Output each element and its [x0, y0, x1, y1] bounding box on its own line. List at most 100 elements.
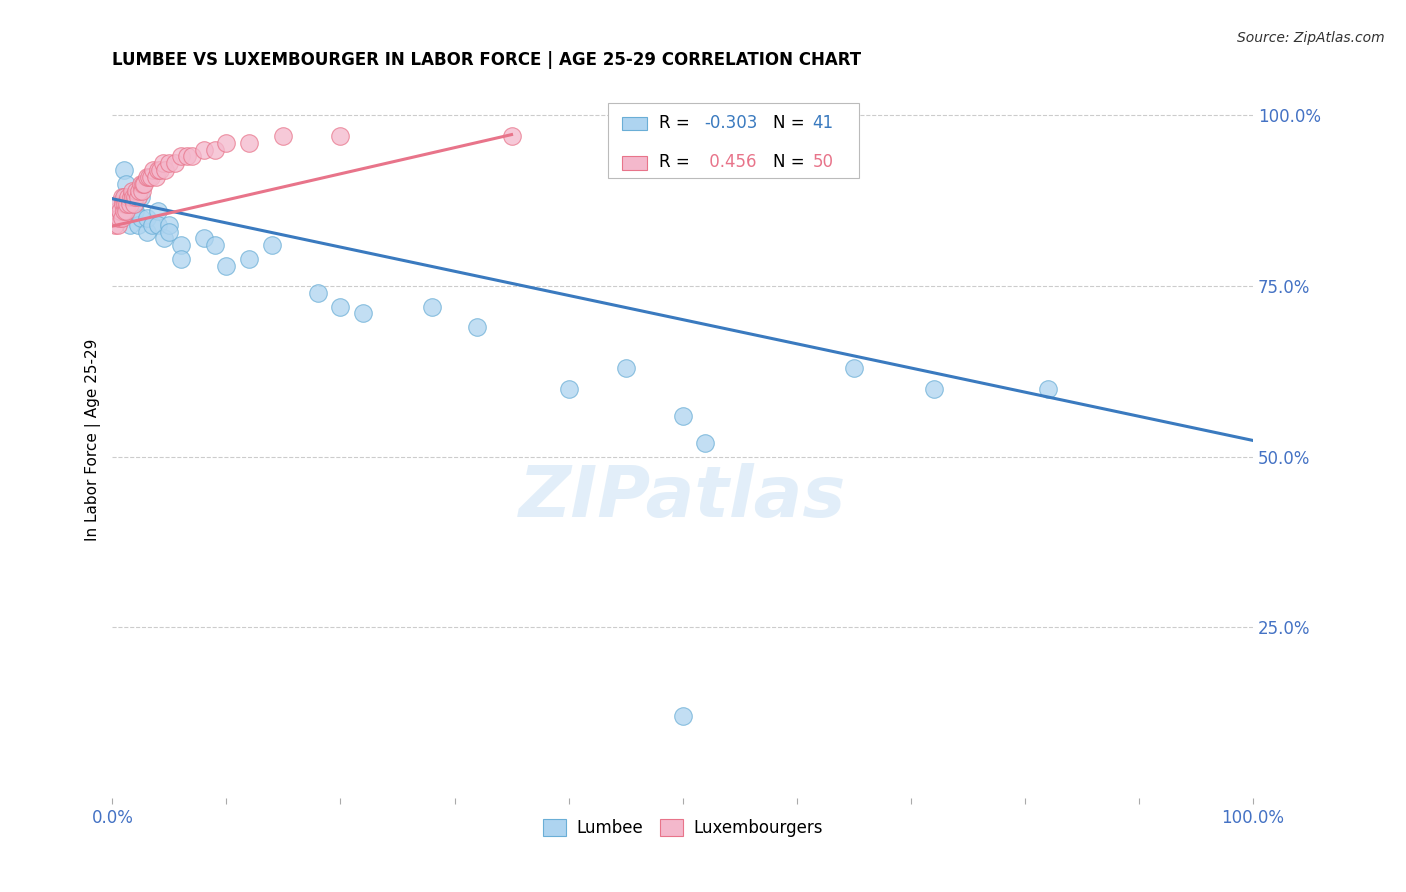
Point — [1036, 382, 1059, 396]
Text: N =: N = — [773, 114, 810, 132]
Point — [170, 238, 193, 252]
Point — [215, 259, 238, 273]
Point — [129, 177, 152, 191]
Point — [159, 156, 181, 170]
Point — [170, 149, 193, 163]
Point — [115, 197, 138, 211]
Text: 41: 41 — [813, 114, 834, 132]
Point — [352, 306, 374, 320]
Point — [122, 197, 145, 211]
Text: -0.303: -0.303 — [704, 114, 758, 132]
Point — [238, 252, 260, 266]
Point — [329, 300, 352, 314]
Point — [149, 163, 172, 178]
Point — [118, 197, 141, 211]
Point — [134, 177, 156, 191]
Point — [127, 218, 149, 232]
Point — [695, 436, 717, 450]
Point — [129, 211, 152, 225]
Text: ZIPatlas: ZIPatlas — [519, 463, 846, 532]
Point — [110, 211, 132, 225]
Point — [170, 252, 193, 266]
Point — [142, 163, 165, 178]
Point — [181, 149, 204, 163]
Point — [105, 204, 128, 219]
Y-axis label: In Labor Force | Age 25-29: In Labor Force | Age 25-29 — [86, 339, 101, 541]
Point — [121, 184, 143, 198]
Point — [614, 361, 637, 376]
Point — [115, 204, 138, 219]
Point — [110, 204, 132, 219]
Point — [117, 190, 139, 204]
Point — [107, 218, 129, 232]
Point — [135, 211, 157, 225]
Point — [124, 197, 146, 211]
Point — [110, 204, 132, 219]
Point — [501, 128, 523, 143]
Point — [135, 225, 157, 239]
Point — [262, 238, 284, 252]
Text: N =: N = — [773, 153, 810, 171]
Point — [146, 163, 169, 178]
FancyBboxPatch shape — [609, 103, 859, 178]
Point — [145, 169, 167, 184]
Point — [238, 136, 260, 150]
Point — [215, 136, 238, 150]
Point — [141, 169, 163, 184]
Point — [112, 163, 135, 178]
Point — [114, 197, 136, 211]
Point — [122, 190, 145, 204]
Point — [112, 204, 135, 219]
Point — [146, 218, 169, 232]
Point — [557, 382, 579, 396]
Point — [107, 197, 129, 211]
Point — [152, 156, 174, 170]
Point — [159, 225, 181, 239]
Text: Source: ZipAtlas.com: Source: ZipAtlas.com — [1237, 31, 1385, 45]
Point — [204, 238, 226, 252]
Text: 50: 50 — [813, 153, 834, 171]
Point — [159, 218, 181, 232]
Text: 0.456: 0.456 — [704, 153, 756, 171]
Point — [165, 156, 187, 170]
Point — [107, 197, 129, 211]
Point — [842, 361, 865, 376]
Point — [112, 190, 135, 204]
Point — [138, 169, 160, 184]
Point — [420, 300, 443, 314]
Point — [467, 320, 489, 334]
Text: R =: R = — [658, 153, 695, 171]
Point — [112, 190, 135, 204]
Text: LUMBEE VS LUXEMBOURGER IN LABOR FORCE | AGE 25-29 CORRELATION CHART: LUMBEE VS LUXEMBOURGER IN LABOR FORCE | … — [112, 51, 862, 69]
Point — [176, 149, 198, 163]
Point — [146, 204, 169, 219]
Point — [128, 184, 150, 198]
Text: R =: R = — [658, 114, 695, 132]
Point — [672, 709, 695, 723]
Point — [131, 184, 153, 198]
Point — [132, 177, 155, 191]
Point — [108, 211, 131, 225]
Legend: Lumbee, Luxembourgers: Lumbee, Luxembourgers — [536, 812, 830, 844]
Point — [307, 285, 329, 300]
Point — [672, 409, 695, 423]
Point — [152, 231, 174, 245]
Point — [204, 143, 226, 157]
Point — [124, 190, 146, 204]
Point — [118, 218, 141, 232]
Point — [153, 163, 176, 178]
Point — [118, 197, 141, 211]
Point — [125, 184, 148, 198]
Point — [110, 190, 132, 204]
Point — [104, 211, 127, 225]
Point — [124, 204, 146, 219]
Point — [120, 190, 142, 204]
FancyBboxPatch shape — [623, 117, 647, 130]
Point — [141, 218, 163, 232]
Point — [193, 231, 215, 245]
Point — [273, 128, 295, 143]
Point — [193, 143, 215, 157]
Point — [129, 190, 152, 204]
Point — [329, 128, 352, 143]
Point — [115, 177, 138, 191]
